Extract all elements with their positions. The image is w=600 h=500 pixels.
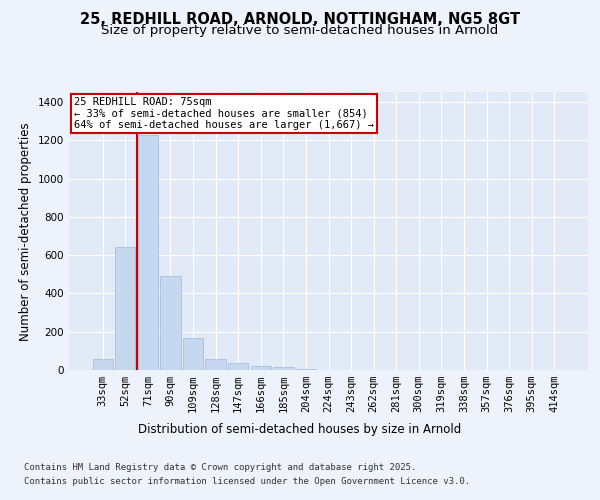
Bar: [183, 338, 203, 370]
Bar: [273, 367, 293, 370]
Bar: [296, 369, 316, 370]
Bar: [160, 276, 181, 370]
Bar: [92, 360, 113, 370]
Text: 25, REDHILL ROAD, ARNOLD, NOTTINGHAM, NG5 8GT: 25, REDHILL ROAD, ARNOLD, NOTTINGHAM, NG…: [80, 12, 520, 28]
Bar: [228, 364, 248, 370]
Text: Contains public sector information licensed under the Open Government Licence v3: Contains public sector information licen…: [24, 478, 470, 486]
Bar: [138, 134, 158, 370]
Text: Distribution of semi-detached houses by size in Arnold: Distribution of semi-detached houses by …: [139, 422, 461, 436]
Text: Contains HM Land Registry data © Crown copyright and database right 2025.: Contains HM Land Registry data © Crown c…: [24, 462, 416, 471]
Text: 25 REDHILL ROAD: 75sqm
← 33% of semi-detached houses are smaller (854)
64% of se: 25 REDHILL ROAD: 75sqm ← 33% of semi-det…: [74, 96, 374, 130]
Y-axis label: Number of semi-detached properties: Number of semi-detached properties: [19, 122, 32, 340]
Bar: [115, 246, 136, 370]
Bar: [205, 360, 226, 370]
Bar: [251, 366, 271, 370]
Text: Size of property relative to semi-detached houses in Arnold: Size of property relative to semi-detach…: [101, 24, 499, 37]
